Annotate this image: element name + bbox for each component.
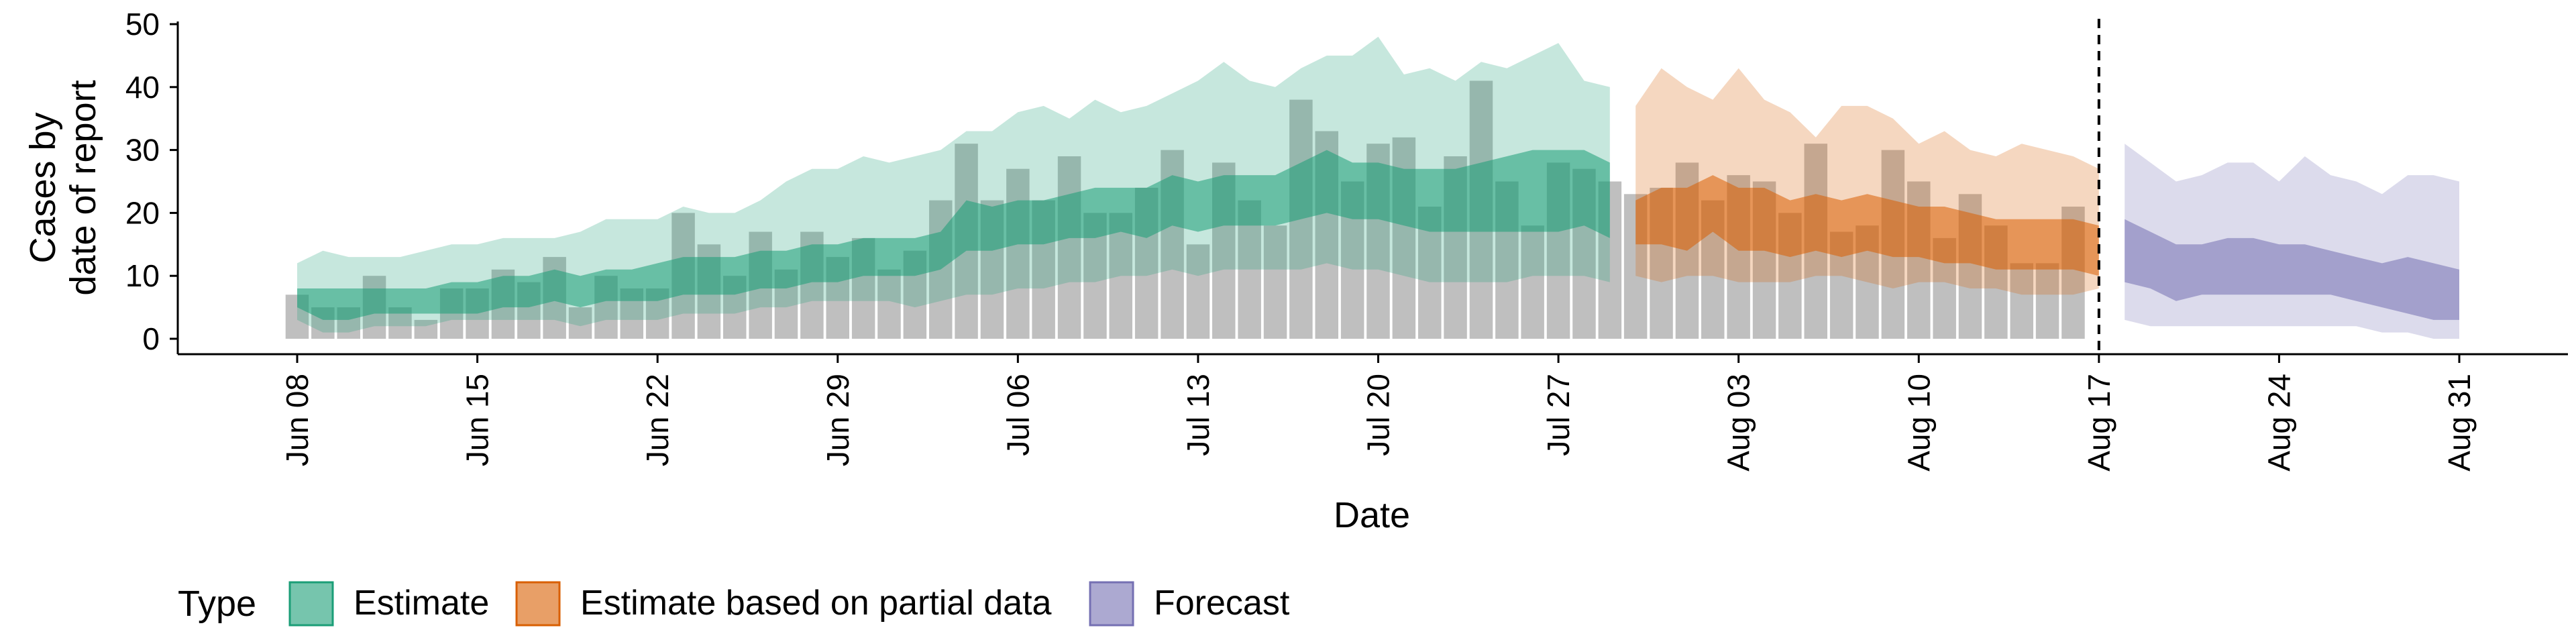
y-tick-label: 10 — [125, 258, 160, 293]
legend-label-estimate: Estimate — [354, 584, 489, 623]
x-tick-label: Jul 13 — [1181, 374, 1216, 456]
x-tick-label: Aug 17 — [2082, 374, 2116, 472]
reported-cases-bar — [1006, 168, 1030, 339]
partial-ribbon-50 — [1635, 175, 2099, 276]
legend-title: Type — [178, 584, 256, 624]
x-tick-label: Jul 27 — [1541, 374, 1576, 456]
y-axis-title-line-2: date of report — [63, 80, 103, 295]
x-tick-label: Aug 10 — [1901, 374, 1936, 472]
y-tick-label: 50 — [125, 7, 160, 42]
ribbons-layer — [297, 36, 2459, 339]
reported-cases-bar — [2010, 263, 2033, 339]
x-ticks: Jun 08 Jun 15 Jun 22 Jun 29 Jul 06 Jul 13 Jul … — [280, 354, 2477, 472]
legend-label-forecast: Forecast — [1154, 584, 1290, 623]
estimate-ribbon-90 — [297, 36, 1610, 333]
estimate-ribbon-50 — [297, 150, 1610, 320]
y-tick-label: 20 — [125, 195, 160, 230]
reported-cases-bar — [1521, 225, 1544, 339]
y-tick-label: 40 — [125, 70, 160, 105]
x-tick-label: Jul 20 — [1361, 374, 1396, 456]
y-axis-title-line-1: Cases by — [23, 112, 63, 263]
x-tick-label: Jun 08 — [280, 374, 315, 466]
x-axis-title: Date — [1334, 495, 1410, 535]
x-tick-label: Aug 24 — [2261, 374, 2296, 472]
reported-cases-bar — [568, 307, 592, 339]
reported-cases-bar — [1057, 156, 1081, 339]
legend-key-partial — [515, 581, 561, 627]
y-tick-label: 30 — [125, 133, 160, 168]
legend-label-partial: Estimate based on partial data — [580, 584, 1052, 623]
x-tick-label: Jun 22 — [640, 374, 675, 466]
reported-cases-bar — [1109, 213, 1132, 339]
reported-cases-bar — [1186, 244, 1210, 339]
x-tick-label: Jun 29 — [820, 374, 855, 466]
reported-cases-bar — [414, 319, 438, 339]
legend-key-estimate — [288, 581, 334, 627]
reported-cases-bar — [2035, 263, 2059, 339]
y-ticks: 0 10 20 30 40 50 — [125, 7, 178, 356]
x-tick-label: Aug 31 — [2442, 374, 2477, 472]
reported-cases-bar — [1263, 225, 1287, 339]
x-tick-label: Aug 03 — [1721, 374, 1756, 472]
x-tick-label: Jun 15 — [460, 374, 495, 466]
legend-key-forecast — [1089, 581, 1134, 627]
reported-cases-bar — [877, 269, 901, 339]
forecast-ribbon-50 — [2125, 219, 2459, 320]
legend: Type Estimate Estimate based on partial … — [178, 581, 1290, 627]
x-tick-label: Jul 06 — [1000, 374, 1035, 456]
y-tick-label: 0 — [142, 321, 160, 356]
